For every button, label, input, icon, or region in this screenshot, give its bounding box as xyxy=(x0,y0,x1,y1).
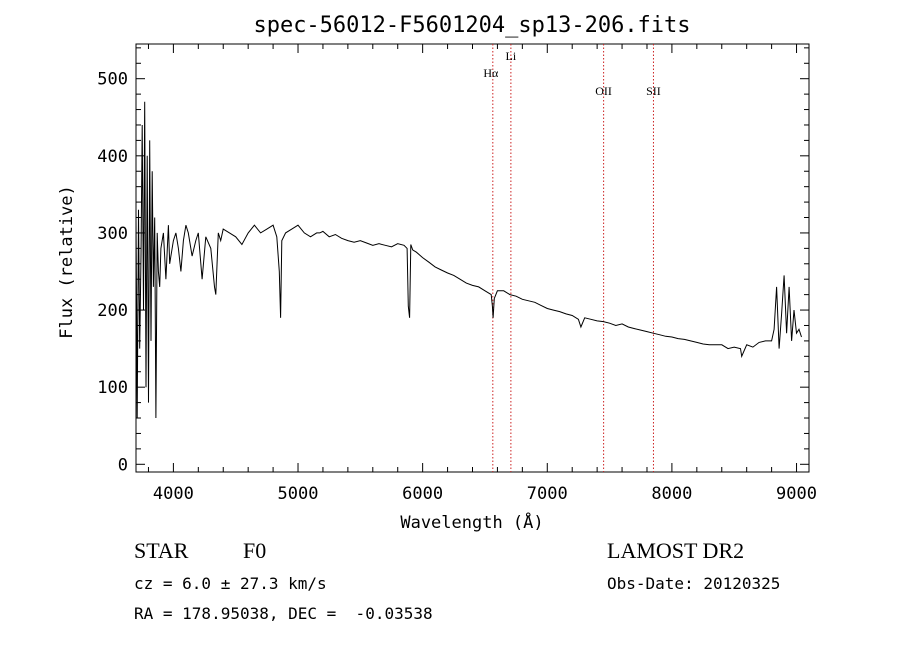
y-tick-label: 300 xyxy=(97,224,128,244)
redshift-cz: cz = 6.0 ± 27.3 km/s xyxy=(134,574,327,593)
x-tick-label: 7000 xyxy=(527,484,568,504)
line-markers: Hα Li OII SII xyxy=(483,44,661,472)
y-tick-label: 400 xyxy=(97,147,128,167)
spectral-subclass: F0 xyxy=(243,538,267,563)
object-class: STAR xyxy=(134,538,189,563)
x-axis-label: Wavelength (Å) xyxy=(400,511,543,533)
y-tick-label: 200 xyxy=(97,301,128,321)
spectrum-line xyxy=(135,101,802,419)
survey-name: LAMOST DR2 xyxy=(607,538,745,563)
axis-ticks: 4000 5000 6000 7000 8000 9000 0 100 200 300 400 500 xyxy=(97,44,817,504)
chart-title: spec-56012-F5601204_sp13-206.fits xyxy=(253,13,690,38)
y-tick-label: 100 xyxy=(97,378,128,398)
x-tick-label: 5000 xyxy=(278,484,319,504)
plot-border xyxy=(135,43,810,473)
x-tick-label: 4000 xyxy=(153,484,194,504)
line-marker-label: Hα xyxy=(483,66,499,80)
y-tick-label: 500 xyxy=(97,70,128,90)
y-axis-label: Flux (relative) xyxy=(57,185,77,339)
plot-frame xyxy=(135,43,810,473)
y-tick-label: 0 xyxy=(118,455,128,475)
coordinates: RA = 178.95038, DEC = -0.03538 xyxy=(134,604,433,623)
line-marker-label: SII xyxy=(646,84,661,98)
line-marker-label: Li xyxy=(506,49,517,63)
x-tick-label: 6000 xyxy=(402,484,443,504)
line-marker-label: OII xyxy=(595,84,612,98)
x-tick-label: 8000 xyxy=(651,484,692,504)
observation-date: Obs-Date: 20120325 xyxy=(607,574,781,593)
x-tick-label: 9000 xyxy=(776,484,817,504)
